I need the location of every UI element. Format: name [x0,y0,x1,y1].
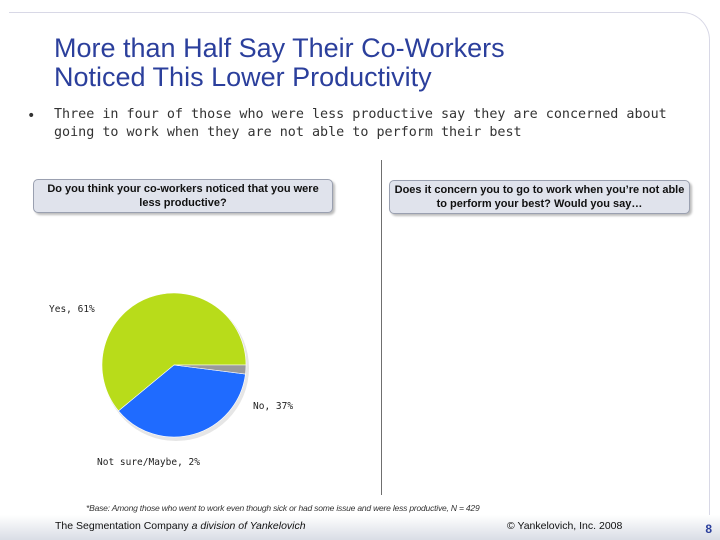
footer-copyright: © Yankelovich, Inc. 2008 [507,520,623,532]
question-left-text: Do you think your co-workers noticed tha… [47,183,319,209]
pie-slice-yes [101,292,247,412]
slice-label-not-sure: Not sure/Maybe, 2% [97,457,200,468]
footer-bar [0,515,720,540]
title-line-2: Noticed This Lower Productivity [54,62,432,92]
column-divider [381,160,382,495]
slide-frame [9,12,710,518]
title-line-1: More than Half Say Their Co-Workers [54,33,505,63]
page-number: 8 [705,522,712,536]
slide-title: More than Half Say Their Co-Workers Noti… [54,34,654,92]
bullet-text: Three in four of those who were less pro… [54,107,667,140]
pie-slice-not-sure [173,364,247,375]
base-note: *Base: Among those who went to work even… [86,503,480,513]
bullet-marker: • [27,108,36,124]
footer-company-name: The Segmentation Company [55,520,189,532]
question-box-right: Does it concern you to go to work when y… [389,180,690,214]
pie-slice-no [118,364,246,438]
question-box-left: Do you think your co-workers noticed tha… [33,179,333,213]
footer-company: The Segmentation Company a division of Y… [55,520,306,532]
slice-label-no: No, 37% [253,401,294,412]
footer-division: a division of Yankelovich [191,520,306,532]
question-right-text: Does it concern you to go to work when y… [394,184,685,210]
slice-label-yes: Yes, 61% [49,304,95,315]
